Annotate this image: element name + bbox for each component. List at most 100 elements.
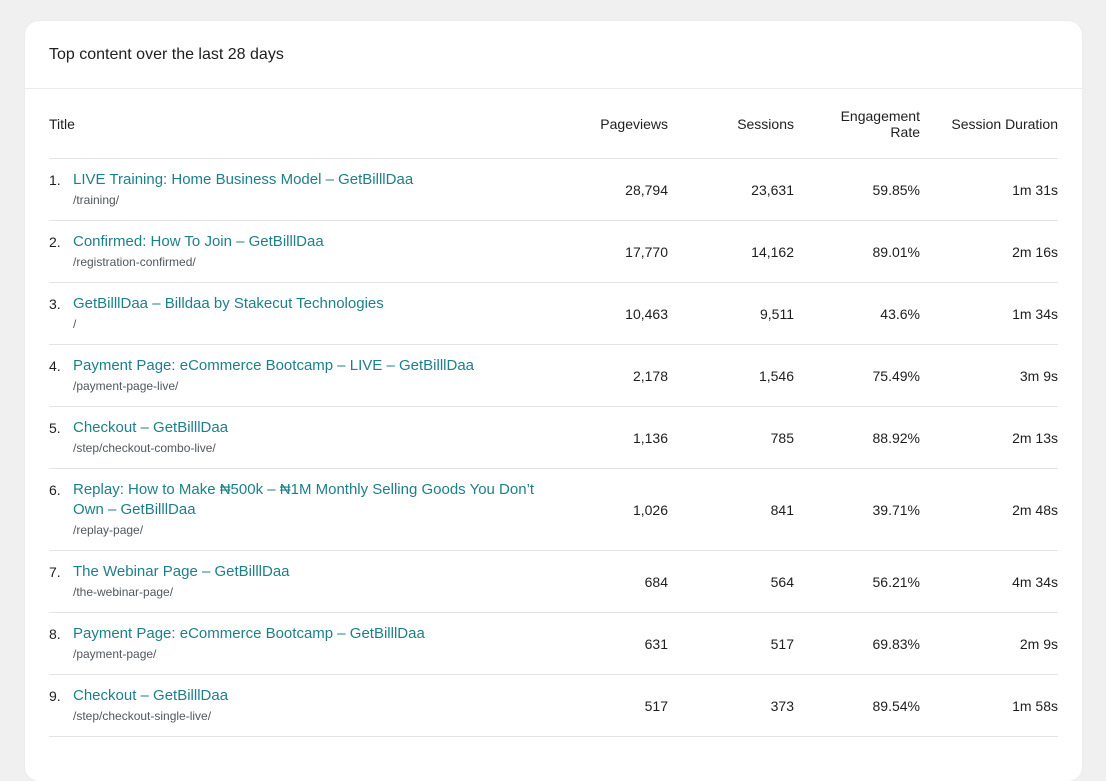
top-content-card: Top content over the last 28 days Title … [25, 21, 1082, 781]
session-duration-cell: 4m 34s [1012, 573, 1058, 590]
engagement-rate-cell: 75.49% [872, 367, 920, 384]
page-path: / [73, 317, 77, 331]
engagement-rate-cell: 56.21% [872, 573, 920, 590]
title-wrap: Checkout – GetBilllDaa/step/checkout-sin… [73, 686, 543, 725]
session-duration-cell: 2m 48s [1012, 501, 1058, 518]
page-path: /payment-page/ [73, 647, 157, 661]
session-duration-cell: 3m 9s [1019, 367, 1058, 384]
sessions-cell: 1,546 [758, 367, 794, 384]
pageviews-cell: 2,178 [632, 367, 668, 384]
sessions-cell: 9,511 [760, 305, 794, 322]
table-row: 9. Checkout – GetBilllDaa/step/checkout-s… [49, 675, 1058, 737]
table-row: 4. Payment Page: eCommerce Bootcamp – LIV… [49, 345, 1058, 407]
page-title-link[interactable]: Payment Page: eCommerce Bootcamp – LIVE … [73, 357, 475, 374]
page-title-link[interactable]: The Webinar Page – GetBilllDaa [73, 563, 290, 580]
title-cell: 6. Replay: How to Make ₦500k – ₦1M Monthl… [49, 480, 549, 539]
page-title-link[interactable]: LIVE Training: Home Business Model – Get… [73, 171, 414, 188]
engagement-rate-cell: 43.6% [880, 305, 920, 322]
row-number: 4. [49, 358, 61, 374]
title-wrap: Payment Page: eCommerce Bootcamp – GetBi… [73, 624, 543, 663]
title-wrap: GetBilllDaa – Billdaa by Stakecut Techno… [73, 294, 543, 333]
engagement-rate-cell: 89.01% [872, 243, 920, 260]
engagement-rate-cell: 88.92% [872, 429, 920, 446]
header-engagement-line2: Rate [890, 124, 920, 140]
table-body: 1. LIVE Training: Home Business Model – G… [49, 159, 1058, 737]
title-cell: 9. Checkout – GetBilllDaa/step/checkout-s… [49, 686, 549, 725]
title-cell: 5. Checkout – GetBilllDaa/step/checkout-c… [49, 418, 549, 457]
page-path: /payment-page-live/ [73, 379, 179, 393]
header-engagement-line1: Engagement [840, 108, 920, 124]
card-header: Top content over the last 28 days [25, 21, 1082, 89]
page-title-link[interactable]: Replay: How to Make ₦500k – ₦1M Monthly … [73, 481, 535, 518]
table-row: 3. GetBilllDaa – Billdaa by Stakecut Tech… [49, 283, 1058, 345]
title-wrap: Replay: How to Make ₦500k – ₦1M Monthly … [73, 480, 543, 539]
engagement-rate-cell: 59.85% [872, 181, 920, 198]
page-title-link[interactable]: Checkout – GetBilllDaa [73, 687, 229, 704]
table-row: 1. LIVE Training: Home Business Model – G… [49, 159, 1058, 221]
pageviews-cell: 1,136 [632, 429, 668, 446]
page-path: /replay-page/ [73, 523, 144, 537]
title-wrap: Payment Page: eCommerce Bootcamp – LIVE … [73, 356, 543, 395]
page-title-link[interactable]: GetBilllDaa – Billdaa by Stakecut Techno… [73, 295, 384, 312]
pageviews-cell: 517 [644, 697, 668, 714]
engagement-rate-cell: 69.83% [872, 635, 920, 652]
row-number: 1. [49, 172, 61, 188]
header-session-duration: Session Duration [951, 116, 1058, 132]
page-path: /registration-confirmed/ [73, 255, 196, 269]
table-row: 7. The Webinar Page – GetBilllDaa/the-web… [49, 551, 1058, 613]
table-row: 8. Payment Page: eCommerce Bootcamp – Get… [49, 613, 1058, 675]
engagement-rate-cell: 39.71% [872, 501, 920, 518]
pageviews-cell: 17,770 [625, 243, 668, 260]
page-path: /training/ [73, 193, 120, 207]
engagement-rate-cell: 89.54% [872, 697, 920, 714]
title-cell: 7. The Webinar Page – GetBilllDaa/the-web… [49, 562, 549, 601]
title-cell: 8. Payment Page: eCommerce Bootcamp – Get… [49, 624, 549, 663]
row-number: 6. [49, 482, 61, 498]
pageviews-cell: 10,463 [625, 305, 668, 322]
row-number: 7. [49, 564, 61, 580]
sessions-cell: 841 [770, 501, 794, 518]
row-number: 5. [49, 420, 61, 436]
sessions-cell: 785 [770, 429, 794, 446]
header-engagement-rate: Engagement Rate [794, 108, 920, 140]
pageviews-cell: 684 [644, 573, 668, 590]
top-content-table: Title Pageviews Sessions Engagement Rate… [49, 90, 1058, 737]
page-title-link[interactable]: Confirmed: How To Join – GetBilllDaa [73, 233, 324, 250]
session-duration-cell: 2m 16s [1012, 243, 1058, 260]
page-title-link[interactable]: Checkout – GetBilllDaa [73, 419, 229, 436]
header-pageviews: Pageviews [600, 116, 668, 132]
row-number: 2. [49, 234, 61, 250]
header-title: Title [49, 116, 75, 132]
table-row: 2. Confirmed: How To Join – GetBilllDaa/r… [49, 221, 1058, 283]
pageviews-cell: 1,026 [632, 501, 668, 518]
sessions-cell: 23,631 [751, 181, 794, 198]
table-header: Title Pageviews Sessions Engagement Rate… [49, 90, 1058, 159]
sessions-cell: 14,162 [751, 243, 794, 260]
table-row: 6. Replay: How to Make ₦500k – ₦1M Monthl… [49, 469, 1058, 551]
pageviews-cell: 28,794 [625, 181, 668, 198]
session-duration-cell: 1m 34s [1012, 305, 1058, 322]
title-cell: 3. GetBilllDaa – Billdaa by Stakecut Tech… [49, 294, 549, 333]
title-wrap: The Webinar Page – GetBilllDaa/the-webin… [73, 562, 543, 601]
session-duration-cell: 2m 9s [1019, 635, 1058, 652]
row-number: 8. [49, 626, 61, 642]
header-sessions: Sessions [737, 116, 794, 132]
sessions-cell: 517 [770, 635, 794, 652]
session-duration-cell: 2m 13s [1012, 429, 1058, 446]
row-number: 3. [49, 296, 61, 312]
card-title: Top content over the last 28 days [49, 45, 284, 63]
sessions-cell: 564 [770, 573, 794, 590]
title-cell: 2. Confirmed: How To Join – GetBilllDaa/r… [49, 232, 549, 271]
title-wrap: LIVE Training: Home Business Model – Get… [73, 170, 543, 209]
sessions-cell: 373 [770, 697, 794, 714]
title-cell: 4. Payment Page: eCommerce Bootcamp – LIV… [49, 356, 549, 395]
page-title-link[interactable]: Payment Page: eCommerce Bootcamp – GetBi… [73, 625, 425, 642]
pageviews-cell: 631 [644, 635, 668, 652]
row-number: 9. [49, 688, 61, 704]
page-path: /step/checkout-single-live/ [73, 709, 212, 723]
table-row: 5. Checkout – GetBilllDaa/step/checkout-c… [49, 407, 1058, 469]
title-cell: 1. LIVE Training: Home Business Model – G… [49, 170, 549, 209]
page-path: /the-webinar-page/ [73, 585, 174, 599]
title-wrap: Checkout – GetBilllDaa/step/checkout-com… [73, 418, 543, 457]
title-wrap: Confirmed: How To Join – GetBilllDaa/reg… [73, 232, 543, 271]
